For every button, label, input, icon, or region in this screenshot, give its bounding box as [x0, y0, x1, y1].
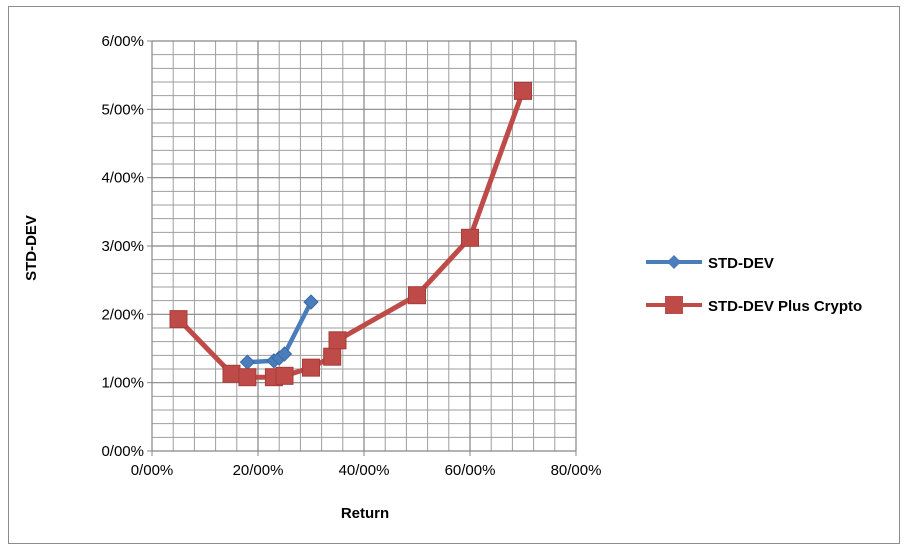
data-point-diamond	[239, 354, 256, 370]
data-point-square	[275, 366, 294, 385]
legend-label-std-dev-plus-crypto: STD-DEV Plus Crypto	[708, 298, 862, 315]
data-point-square	[302, 358, 320, 377]
x-axis-ticks: 0/00% 20/00% 40/00% 60/00% 80/00%	[131, 451, 602, 479]
y-tick-label: 4/00%	[101, 170, 144, 187]
y-tick-label: 5/00%	[101, 101, 144, 118]
y-tick-label: 6/00%	[101, 33, 144, 50]
data-point-square	[238, 368, 257, 387]
data-point-square	[461, 228, 479, 247]
series-std-dev	[239, 294, 319, 370]
data-point-diamond	[276, 346, 293, 362]
legend-marker-square	[665, 296, 683, 314]
legend-marker-diamond	[667, 255, 681, 269]
y-axis-ticks: 0/00% 1/00% 2/00% 3/00% 4/00% 5/00% 6/00%	[101, 33, 152, 460]
x-tick-label: 80/00%	[551, 462, 602, 479]
data-point-square	[514, 81, 532, 100]
data-point-diamond	[303, 294, 319, 310]
legend-entry-std-dev-plus-crypto: STD-DEV Plus Crypto	[646, 296, 862, 315]
y-tick-label: 1/00%	[101, 375, 144, 392]
y-tick-label: 2/00%	[101, 306, 144, 323]
data-point-square	[222, 364, 241, 383]
y-axis-title: STD-DEV	[23, 215, 40, 281]
x-tick-label: 40/00%	[339, 462, 390, 479]
series-std-dev-plus-crypto	[169, 81, 532, 387]
legend-entry-std-dev: STD-DEV	[646, 255, 774, 272]
data-point-square	[323, 347, 342, 366]
x-axis-title: Return	[341, 505, 389, 522]
data-point-square	[408, 286, 426, 305]
series-layer	[169, 81, 532, 387]
legend-label-std-dev: STD-DEV	[708, 255, 774, 272]
legend: STD-DEV STD-DEV Plus Crypto	[646, 255, 862, 315]
x-tick-label: 20/00%	[233, 462, 284, 479]
y-tick-label: 0/00%	[101, 443, 144, 460]
data-point-square	[169, 310, 188, 329]
x-tick-label: 60/00%	[445, 462, 496, 479]
data-point-square	[328, 331, 347, 350]
y-tick-label: 3/00%	[101, 238, 144, 255]
x-tick-label: 0/00%	[131, 462, 174, 479]
